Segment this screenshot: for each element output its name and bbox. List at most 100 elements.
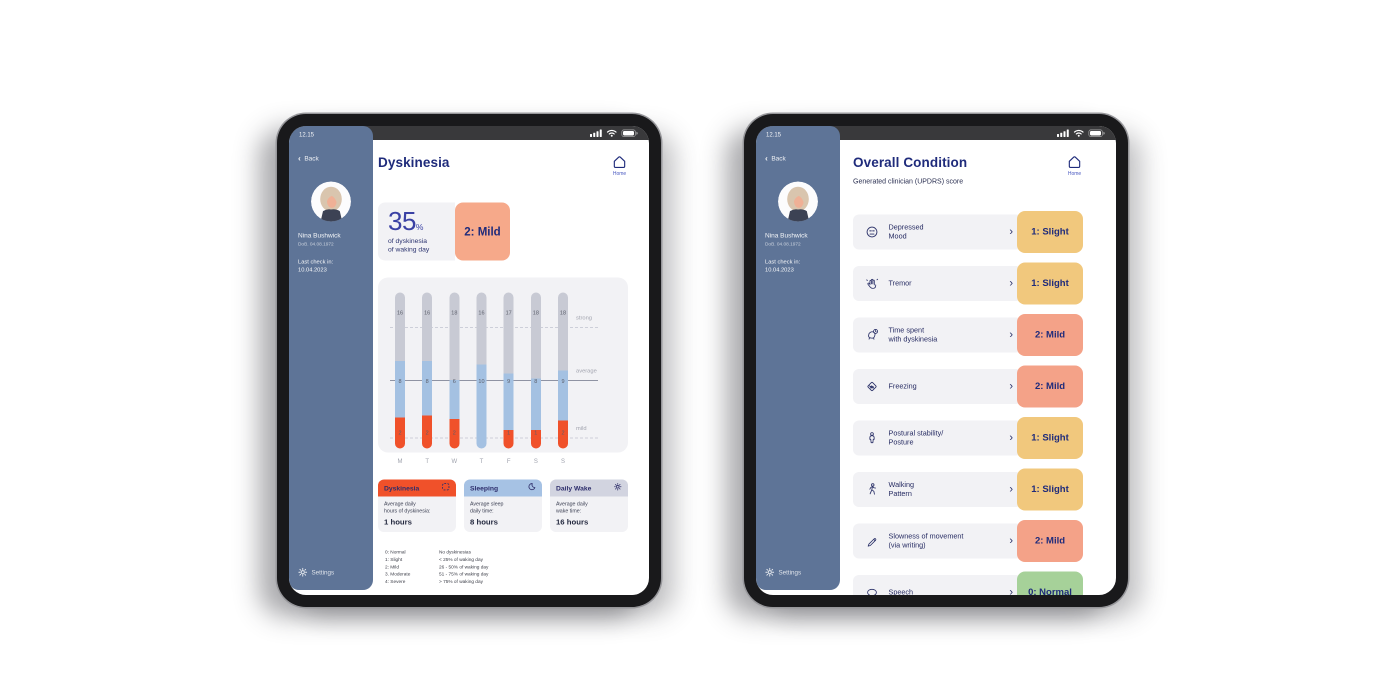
bar-segment-strong — [422, 292, 433, 362]
bar-segment-mild — [530, 429, 541, 449]
chevron-right-icon: › — [1009, 585, 1013, 595]
summary-card-header: Daily Wake — [550, 479, 628, 497]
day-label: T — [425, 457, 429, 465]
summary-card-caption: Average daily hours of dyskinesia: — [384, 501, 431, 514]
tablet-overall-condition: 12.15 ‹ Back Nina Bushwick DoB. 04.08.19… — [744, 114, 1128, 607]
chevron-right-icon: › — [1009, 224, 1013, 238]
updrs-row-label: Speech — [888, 588, 914, 595]
bar-value-average: 9 — [561, 378, 565, 385]
summary-card[interactable]: Dyskinesia Average daily hours of dyskine… — [378, 479, 456, 533]
gear-icon — [298, 567, 308, 577]
day-label: S — [560, 457, 565, 465]
summary-card-title: Dyskinesia — [384, 484, 420, 492]
back-button[interactable]: ‹ Back — [765, 154, 840, 163]
updrs-row[interactable]: Postural stability/ Posture › 1: Slight — [853, 417, 1083, 459]
home-icon — [1068, 156, 1081, 169]
chart-bar-day-3: 18 6 2 — [449, 292, 460, 449]
summary-card-body: Average daily wake time: 16 hours — [550, 497, 628, 533]
summary-card-value: 8 hours — [470, 518, 498, 527]
tremor-icon — [863, 276, 881, 291]
avatar — [778, 181, 818, 222]
bar-segment-average — [530, 378, 541, 430]
chevron-right-icon: › — [1009, 327, 1013, 341]
updrs-row[interactable]: Freezing › 2: Mild — [853, 365, 1083, 408]
bar-segment-strong — [503, 292, 514, 374]
legend-descriptions: No dyskinesias < 25% of waking day 26 - … — [439, 549, 489, 585]
bar-value-strong: 16 — [424, 309, 431, 316]
score-badge: 1: Slight — [1017, 468, 1083, 511]
updrs-row[interactable]: Slowness of movement (via writing) › 2: Mi… — [853, 520, 1083, 562]
settings-button[interactable]: Settings — [298, 567, 335, 578]
back-button[interactable]: ‹ Back — [298, 154, 373, 163]
patient-name: Nina Bushwick — [765, 231, 808, 240]
dyskinesia-time-icon — [863, 328, 881, 343]
settings-button[interactable]: Settings — [765, 567, 801, 578]
updrs-row[interactable]: Speech › 0: Normal — [853, 571, 1083, 595]
weekly-dyskinesia-chart: strong average mild 16 8 2 16 8 2 18 6 2 16 10 17 9 1 18 8… — [378, 277, 628, 453]
summary-card-body: Average daily hours of dyskinesia: 1 hour… — [378, 497, 456, 533]
updrs-row[interactable]: Time spent with dyskinesia › 2: Mild — [853, 314, 1083, 356]
chevron-right-icon: › — [1009, 430, 1013, 444]
bar-value-mild: 2 — [398, 429, 402, 436]
patient-dob: DoB. 04.08.1972 — [298, 241, 334, 248]
depressed-mood-icon — [863, 225, 881, 240]
score-badge: 2: Mild — [1017, 314, 1083, 356]
settings-label: Settings — [311, 568, 335, 576]
page-subtitle: Generated clinician (UPDRS) score — [853, 177, 964, 185]
bar-value-strong: 18 — [559, 309, 567, 316]
last-check-in: Last check in: 10.04.2023 — [298, 259, 334, 274]
home-button[interactable]: Home — [611, 154, 628, 177]
stat-value-panel: 35% of dyskinesia of waking day — [378, 202, 455, 261]
chevron-right-icon: › — [1009, 482, 1013, 495]
score-badge: 0: Normal — [1017, 571, 1083, 595]
avatar — [311, 181, 351, 222]
updrs-row-main[interactable]: Tremor › — [853, 266, 1022, 301]
home-button[interactable]: Home — [1066, 154, 1083, 177]
stat-unit: % — [415, 222, 424, 233]
updrs-row[interactable]: Walking Pattern › 1: Slight — [853, 468, 1083, 511]
updrs-row-main[interactable]: Postural stability/ Posture › — [853, 420, 1022, 456]
updrs-row-main[interactable]: Slowness of movement (via writing) › — [853, 523, 1022, 559]
bar-value-average: 10 — [478, 378, 485, 385]
updrs-row-label: Time spent with dyskinesia — [888, 326, 938, 344]
bar-segment-strong — [530, 292, 541, 379]
gridline-mild — [390, 437, 598, 439]
chart-bar-day-4: 16 10 — [476, 292, 487, 449]
updrs-row-main[interactable]: Walking Pattern › — [853, 472, 1022, 507]
stat-value: 35 — [388, 207, 416, 236]
summary-card-header: Dyskinesia — [378, 479, 456, 497]
updrs-row-label: Postural stability/ Posture — [888, 429, 944, 447]
walking-icon — [863, 482, 881, 497]
updrs-row-label: Slowness of movement (via writing) — [888, 532, 964, 550]
summary-card-title: Daily Wake — [556, 484, 592, 492]
updrs-row-main[interactable]: Depressed Mood › — [853, 214, 1022, 250]
updrs-row[interactable]: Depressed Mood › 1: Slight — [853, 211, 1083, 253]
score-badge: 1: Slight — [1017, 262, 1083, 305]
score-badge: 1: Slight — [1017, 211, 1083, 253]
bar-segment-average — [476, 364, 487, 449]
screen: 12.15 ‹ Back Nina Bushwick DoB. 04.08.19… — [289, 126, 649, 595]
day-label: T — [479, 457, 484, 465]
updrs-row-main[interactable]: Time spent with dyskinesia › — [853, 317, 1022, 353]
bar-value-mild: 1 — [507, 429, 511, 436]
updrs-row[interactable]: Tremor › 1: Slight — [853, 262, 1083, 305]
summary-card-header: Sleeping — [464, 479, 542, 497]
updrs-row-label: Tremor — [888, 279, 912, 288]
summary-card[interactable]: Sleeping Average sleep daily time: 8 hours — [464, 479, 542, 533]
band-label-mild: mild — [576, 425, 587, 432]
bar-value-mild: 2 — [425, 429, 429, 436]
wifi-icon — [1073, 129, 1084, 137]
patient-dob: DoB. 04.08.1972 — [765, 241, 801, 248]
chart-bar-day-2: 16 8 2 — [422, 292, 433, 449]
bar-value-mild: 2 — [452, 429, 456, 436]
summary-card[interactable]: Daily Wake Average daily wake time: 16 hou… — [550, 479, 628, 533]
updrs-row-label: Freezing — [888, 382, 917, 391]
home-label: Home — [1067, 171, 1082, 177]
bar-value-average: 9 — [507, 378, 511, 385]
bar-segment-average — [422, 361, 433, 416]
patient-name: Nina Bushwick — [298, 231, 341, 240]
bar-segment-strong — [476, 292, 487, 365]
updrs-row-main[interactable]: Freezing › — [853, 369, 1022, 404]
updrs-row-main[interactable]: Speech › — [853, 575, 1022, 595]
